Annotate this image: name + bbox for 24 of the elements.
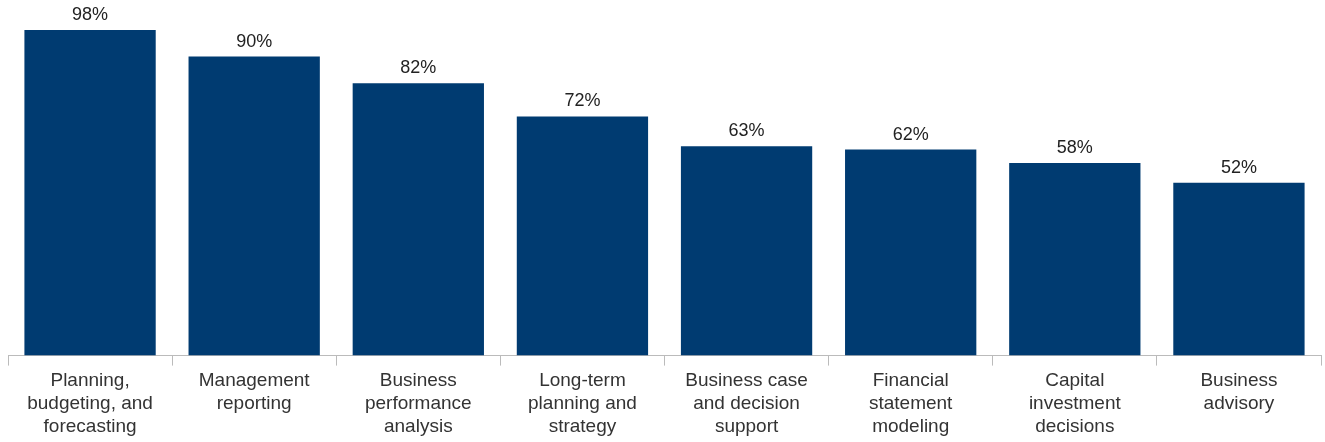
data-label: 82% [400,57,437,78]
x-tick-label: Capital investment decisions [1028,369,1122,436]
data-label: 90% [236,30,273,51]
bar [188,56,320,356]
data-label: 58% [1056,136,1093,157]
bar [845,149,977,356]
data-label: 98% [72,3,109,24]
x-tick-label: Financial statement modeling [868,369,954,436]
x-tick-label: Management reporting [198,369,311,414]
bar [352,83,484,356]
bar [24,30,156,356]
x-tick-label: Long-term planning and strategy [528,369,637,436]
data-label: 72% [564,90,601,111]
data-label: 52% [1220,156,1257,177]
x-tick-label: Business advisory [1200,369,1278,414]
x-tick-label: Planning, budgeting, and forecasting [27,369,153,436]
bar [516,116,649,356]
x-tick-label: Business performance analysis [364,369,472,436]
x-tick-label: Business case and decision support [685,369,808,436]
bar [1009,162,1141,356]
data-label: 63% [728,120,765,141]
bar [1173,182,1305,356]
bar [680,146,813,356]
data-label: 62% [892,123,929,144]
